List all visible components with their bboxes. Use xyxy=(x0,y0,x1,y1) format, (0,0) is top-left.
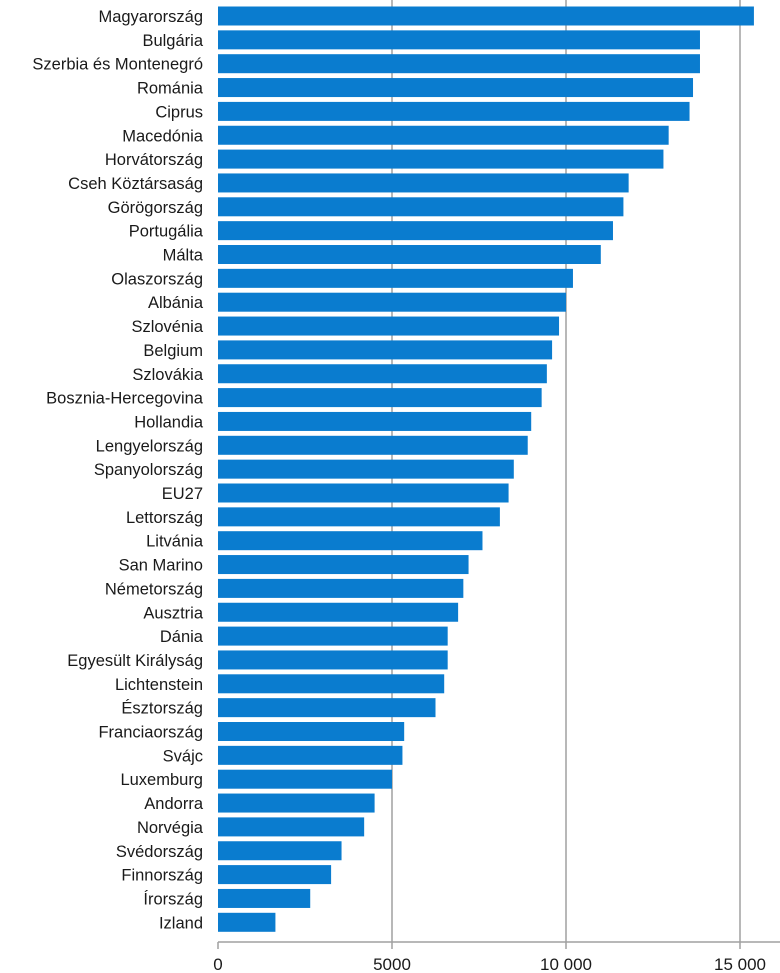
bar-21 xyxy=(218,507,500,527)
bar-20 xyxy=(218,483,509,503)
bar-0 xyxy=(218,6,754,26)
category-label-14: Belgium xyxy=(143,342,203,360)
category-label-26: Dánia xyxy=(160,628,204,646)
bar-19 xyxy=(218,459,514,479)
bar-37 xyxy=(218,888,311,908)
bar-38 xyxy=(218,912,276,932)
bar-36 xyxy=(218,865,332,885)
bar-18 xyxy=(218,435,528,455)
bar-33 xyxy=(218,793,375,813)
bar-17 xyxy=(218,411,532,431)
category-label-7: Cseh Köztársaság xyxy=(68,175,203,193)
bar-28 xyxy=(218,674,445,694)
category-label-0: Magyarország xyxy=(98,8,203,26)
category-label-37: Írország xyxy=(143,889,203,908)
bar-6 xyxy=(218,149,664,169)
bar-35 xyxy=(218,841,342,861)
category-label-24: Németország xyxy=(105,580,203,598)
bars xyxy=(218,6,754,932)
bar-1 xyxy=(218,30,700,50)
bar-27 xyxy=(218,650,448,670)
category-label-27: Egyesült Királyság xyxy=(67,652,203,670)
x-tick-label-10000: 10 000 xyxy=(540,955,592,973)
bar-26 xyxy=(218,626,448,646)
bar-25 xyxy=(218,602,459,622)
category-label-18: Lengyelország xyxy=(96,437,203,455)
category-labels: Magyarország Bulgária Szerbia és Montenegr… xyxy=(32,8,203,932)
bar-4 xyxy=(218,101,690,121)
category-label-16: Bosznia-Hercegovina xyxy=(46,390,204,408)
category-label-23: San Marino xyxy=(119,557,203,575)
category-label-29: Észtország xyxy=(121,699,203,718)
bar-8 xyxy=(218,197,624,217)
category-label-4: Ciprus xyxy=(155,103,203,121)
bar-3 xyxy=(218,78,694,98)
bar-10 xyxy=(218,245,601,264)
category-label-28: Lichtenstein xyxy=(115,676,203,694)
bar-30 xyxy=(218,722,405,741)
bar-9 xyxy=(218,221,613,241)
category-label-21: Lettország xyxy=(126,509,203,527)
category-label-32: Luxemburg xyxy=(120,771,203,789)
bar-12 xyxy=(218,292,566,312)
category-label-13: Szlovénia xyxy=(131,318,203,336)
bar-24 xyxy=(218,578,464,598)
category-label-25: Ausztria xyxy=(143,604,203,622)
bar-29 xyxy=(218,698,436,718)
category-label-11: Olaszország xyxy=(111,270,203,288)
bar-34 xyxy=(218,817,365,837)
category-label-10: Málta xyxy=(163,247,204,265)
category-label-33: Andorra xyxy=(144,795,204,813)
category-label-5: Macedónia xyxy=(122,127,204,145)
bar-5 xyxy=(218,125,669,145)
x-tick-label-15000: 15 000 xyxy=(714,955,766,973)
category-label-9: Portugália xyxy=(129,223,204,241)
category-label-35: Svédország xyxy=(116,843,203,861)
category-label-8: Görögország xyxy=(108,199,203,217)
x-tick-label-5000: 5000 xyxy=(373,955,411,973)
bar-15 xyxy=(218,364,547,384)
bar-2 xyxy=(218,54,700,74)
category-label-31: Svájc xyxy=(163,747,203,765)
bar-11 xyxy=(218,268,573,288)
bar-16 xyxy=(218,388,542,408)
category-label-1: Bulgária xyxy=(142,32,203,50)
bar-7 xyxy=(218,173,629,193)
category-label-2: Szerbia és Montenegró xyxy=(32,56,203,74)
bar-14 xyxy=(218,340,553,360)
category-label-20: EU27 xyxy=(162,485,203,503)
x-axis: 0 5000 10 000 15 000 xyxy=(213,941,780,973)
category-label-22: Litvánia xyxy=(146,533,204,551)
category-label-17: Hollandia xyxy=(134,413,204,431)
category-label-19: Spanyolország xyxy=(94,461,203,479)
category-label-6: Horvátország xyxy=(105,151,203,169)
bar-32 xyxy=(218,769,392,789)
x-tick-label-0: 0 xyxy=(213,955,222,973)
category-label-3: Románia xyxy=(137,80,204,98)
bar-13 xyxy=(218,316,560,336)
category-label-30: Franciaország xyxy=(98,724,203,742)
bar-22 xyxy=(218,531,483,551)
category-label-12: Albánia xyxy=(148,294,204,312)
category-label-15: Szlovákia xyxy=(132,366,203,384)
bar-23 xyxy=(218,555,469,575)
category-label-38: Izland xyxy=(159,914,203,932)
category-label-34: Norvégia xyxy=(137,819,204,837)
category-label-36: Finnország xyxy=(121,867,203,885)
bar-31 xyxy=(218,745,403,765)
